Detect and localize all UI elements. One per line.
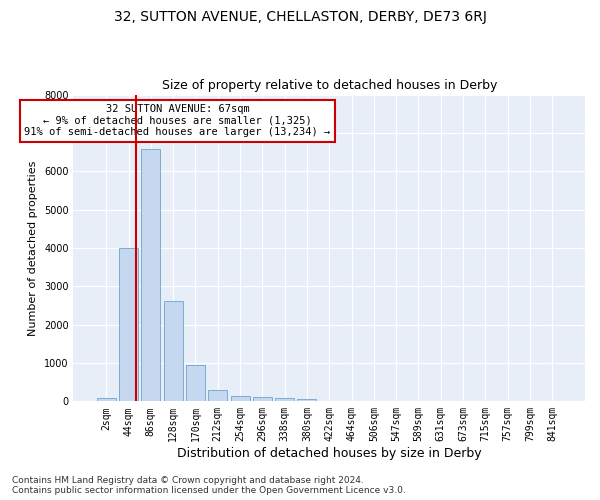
Bar bbox=[164, 301, 182, 402]
Bar bbox=[186, 365, 205, 402]
Bar bbox=[119, 248, 138, 402]
Bar bbox=[253, 397, 272, 402]
Bar bbox=[97, 398, 116, 402]
Text: 32 SUTTON AVENUE: 67sqm
← 9% of detached houses are smaller (1,325)
91% of semi-: 32 SUTTON AVENUE: 67sqm ← 9% of detached… bbox=[25, 104, 331, 138]
Bar bbox=[298, 399, 316, 402]
Title: Size of property relative to detached houses in Derby: Size of property relative to detached ho… bbox=[161, 79, 497, 92]
Text: 32, SUTTON AVENUE, CHELLASTON, DERBY, DE73 6RJ: 32, SUTTON AVENUE, CHELLASTON, DERBY, DE… bbox=[113, 10, 487, 24]
X-axis label: Distribution of detached houses by size in Derby: Distribution of detached houses by size … bbox=[177, 447, 482, 460]
Bar bbox=[275, 398, 294, 402]
Text: Contains HM Land Registry data © Crown copyright and database right 2024.
Contai: Contains HM Land Registry data © Crown c… bbox=[12, 476, 406, 495]
Bar bbox=[142, 149, 160, 402]
Bar bbox=[208, 390, 227, 402]
Y-axis label: Number of detached properties: Number of detached properties bbox=[28, 160, 38, 336]
Bar bbox=[230, 396, 250, 402]
